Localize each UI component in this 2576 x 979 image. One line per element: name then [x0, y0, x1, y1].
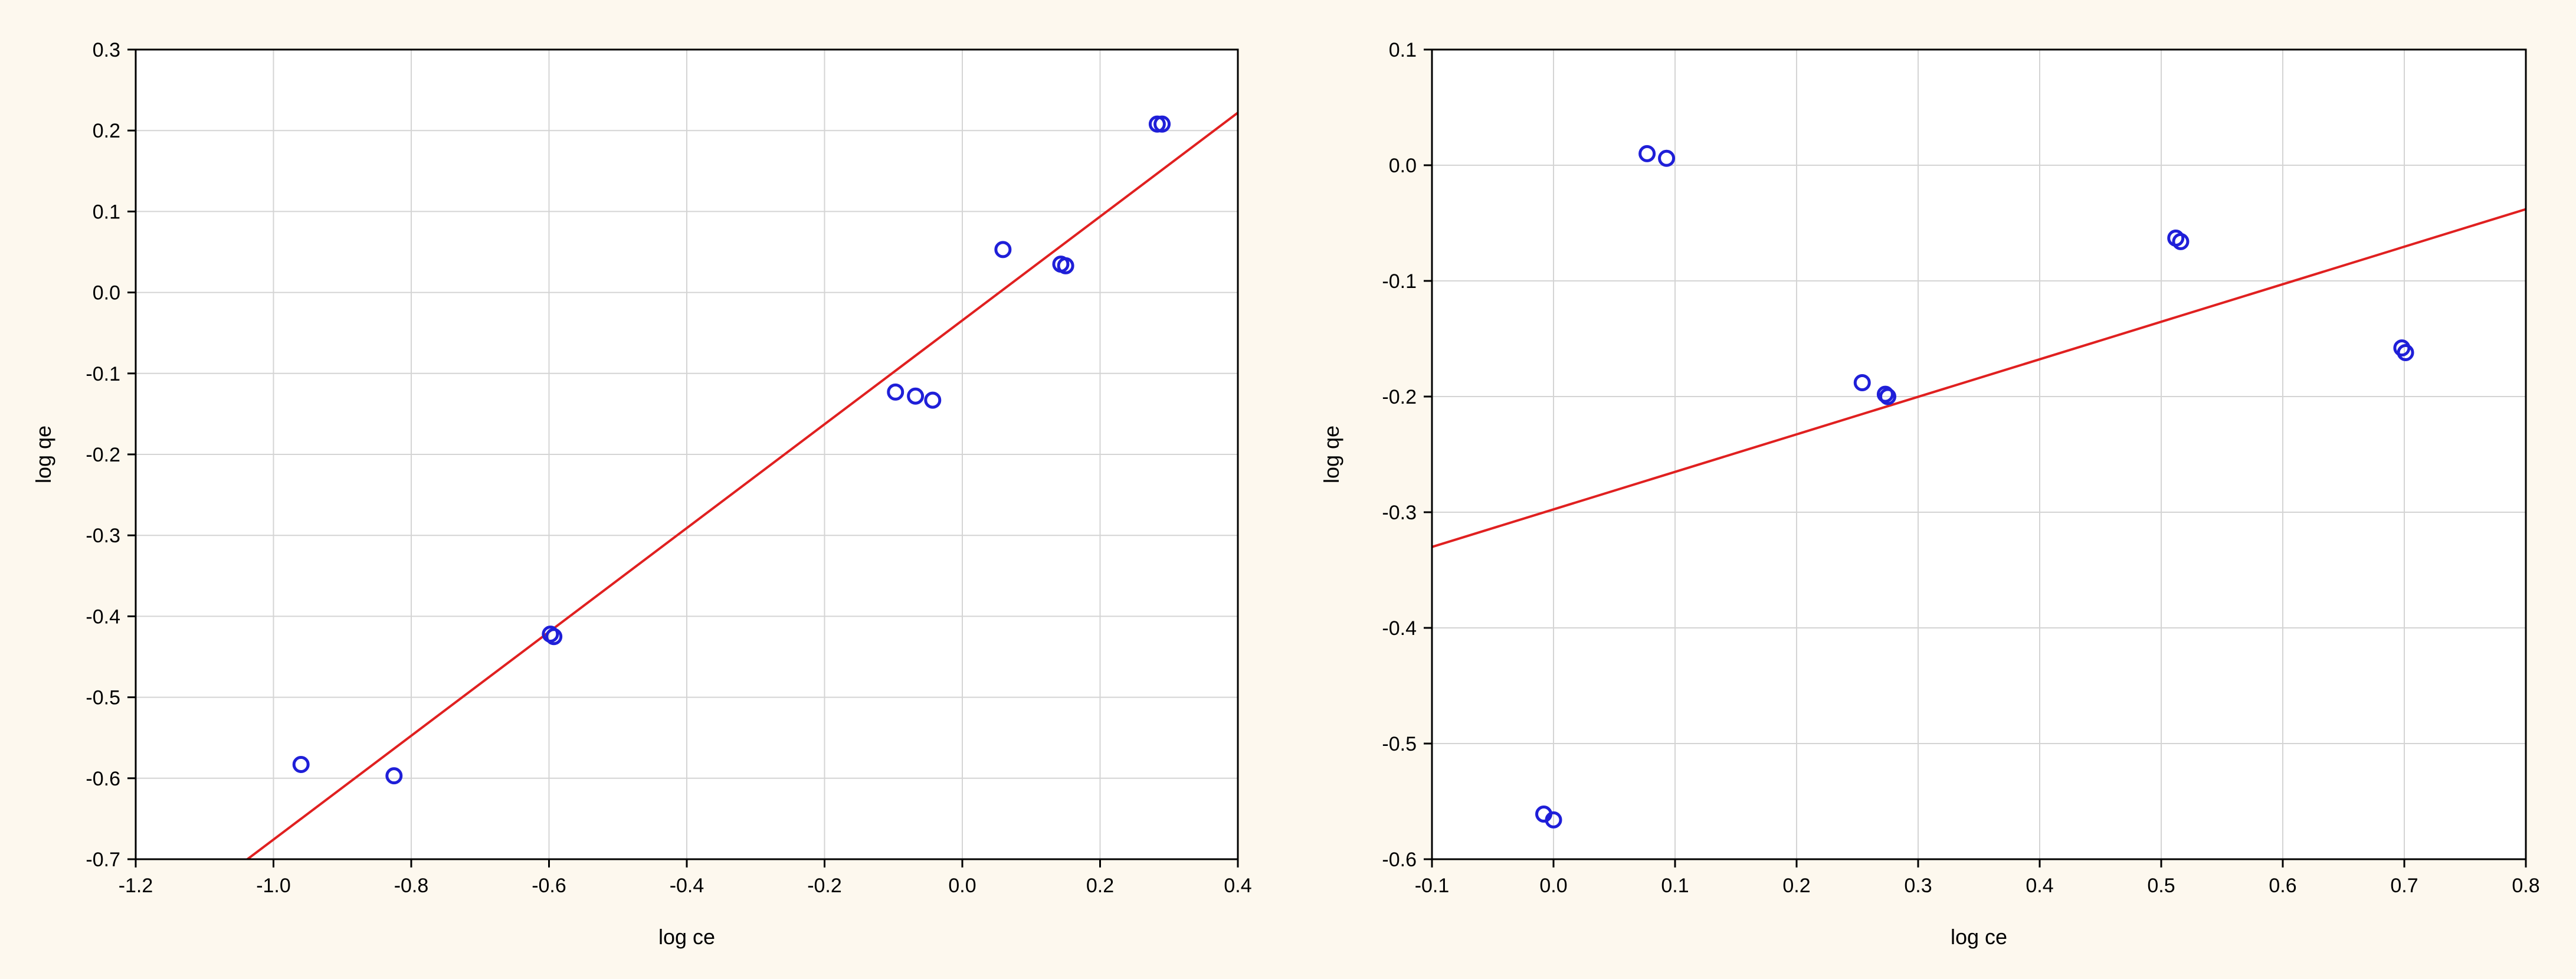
y-tick-label: -0.2	[86, 444, 120, 466]
chart-right-svg: -0.1 0.0 0.1 0.2 0.3 0.4 0.5 0.6 0.7 0.8 -0.6 -0.5 -…	[1288, 0, 2576, 979]
x-tick-label: 0.6	[2269, 875, 2296, 897]
y-tick-label: -0.6	[86, 768, 120, 790]
x-tick-label: 0.1	[1661, 875, 1689, 897]
y-tick-label: 0.0	[1389, 155, 1417, 177]
y-tick-label: -0.7	[86, 849, 120, 871]
y-tick-label: -0.4	[1382, 617, 1417, 640]
y-tick-label: -0.5	[1382, 733, 1417, 755]
y-tick-label: 0.1	[1389, 39, 1417, 61]
data-point	[994, 241, 1012, 258]
data-point	[1638, 145, 1656, 162]
plot-frame	[1431, 48, 2527, 860]
x-tick-label: -0.6	[532, 875, 566, 897]
y-tick-label: -0.2	[1382, 386, 1417, 408]
x-tick-label: 0.7	[2390, 875, 2418, 897]
plot-area	[1432, 50, 2526, 859]
y-tick-label: -0.4	[86, 605, 120, 628]
data-point	[887, 383, 904, 401]
x-axis-title: log ce	[1951, 925, 2007, 949]
y-axis-title: log qe	[1319, 425, 1343, 483]
y-tick-label: -0.1	[86, 363, 120, 385]
x-tick-label: -0.8	[394, 875, 429, 897]
y-tick-label: -0.1	[1382, 270, 1417, 293]
data-point	[1658, 149, 1676, 167]
y-tick-label: -0.3	[1382, 502, 1417, 524]
x-axis-title: log ce	[658, 925, 715, 949]
y-tick-label: 0.3	[93, 39, 120, 61]
chart-right: -0.1 0.0 0.1 0.2 0.3 0.4 0.5 0.6 0.7 0.8 -0.6 -0.5 -…	[1288, 0, 2576, 979]
y-axis-title: log qe	[31, 425, 55, 483]
x-tick-label: 0.0	[948, 875, 976, 897]
y-tick-label: -0.5	[86, 687, 120, 709]
data-point	[924, 391, 942, 409]
data-point	[545, 628, 563, 646]
data-point	[292, 755, 310, 773]
data-point	[1876, 385, 1894, 403]
x-tick-label: -0.4	[670, 875, 704, 897]
x-tick-label: -1.2	[119, 875, 153, 897]
x-tick-label: 0.2	[1086, 875, 1114, 897]
data-point	[385, 767, 403, 785]
x-tick-label: 0.4	[2026, 875, 2053, 897]
x-tick-label: 0.5	[2147, 875, 2175, 897]
y-tick-label: 0.0	[93, 282, 120, 304]
x-tick-label: 0.2	[1782, 875, 1810, 897]
data-point	[1879, 388, 1896, 405]
x-tick-label: -1.0	[256, 875, 291, 897]
x-tick-label: 0.3	[1904, 875, 1932, 897]
chart-left-svg: -1.2 -1.0 -0.8 -0.6 -0.4 -0.2 0.0 0.2 0.4 -0.7 -0.…	[0, 0, 1288, 979]
data-point	[2172, 233, 2190, 250]
x-tick-label: 0.0	[1539, 875, 1567, 897]
data-point	[1148, 115, 1166, 133]
data-point	[907, 387, 925, 405]
data-point	[1153, 115, 1171, 133]
data-point	[1545, 811, 1562, 829]
y-tick-label: -0.3	[86, 525, 120, 547]
y-tick-label: 0.2	[93, 120, 120, 142]
chart-left: -1.2 -1.0 -0.8 -0.6 -0.4 -0.2 0.0 0.2 0.4 -0.7 -0.…	[0, 0, 1288, 979]
data-point	[1057, 257, 1074, 274]
x-tick-label: -0.1	[1415, 875, 1450, 897]
fit-line	[1432, 208, 2526, 548]
fit-line	[245, 112, 1238, 859]
x-tick-label: -0.2	[807, 875, 842, 897]
x-tick-label: 0.8	[2512, 875, 2539, 897]
data-point	[1853, 374, 1871, 391]
x-tick-label: 0.4	[1224, 875, 1251, 897]
y-tick-label: -0.6	[1382, 849, 1417, 871]
y-tick-label: 0.1	[93, 201, 120, 223]
data-point	[2397, 344, 2414, 362]
